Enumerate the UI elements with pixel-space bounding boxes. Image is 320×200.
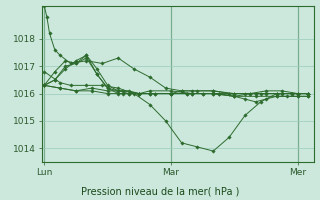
Text: Pression niveau de la mer( hPa ): Pression niveau de la mer( hPa ) bbox=[81, 186, 239, 196]
